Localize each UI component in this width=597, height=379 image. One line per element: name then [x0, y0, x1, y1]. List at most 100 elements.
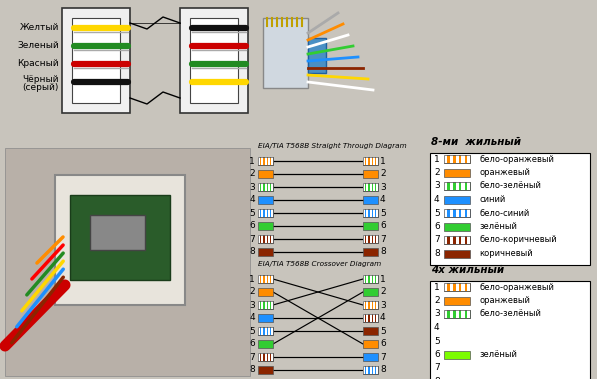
Bar [373, 366, 375, 374]
Bar [363, 288, 378, 296]
Bar [72, 18, 120, 103]
Bar [363, 209, 378, 217]
Text: Красный: Красный [17, 60, 59, 69]
Text: 1: 1 [380, 274, 386, 283]
Bar [258, 209, 273, 217]
Bar [363, 157, 378, 165]
Bar [444, 310, 470, 318]
Bar [258, 301, 260, 309]
Bar [376, 235, 378, 243]
Bar [5, 148, 250, 376]
Bar [373, 301, 375, 309]
Bar [367, 366, 368, 374]
Bar [370, 366, 371, 374]
Text: 5: 5 [380, 208, 386, 218]
Text: зелёный: зелёный [479, 222, 517, 231]
Bar [444, 310, 470, 318]
Bar [456, 236, 458, 244]
Bar [258, 209, 260, 217]
Text: 6: 6 [380, 221, 386, 230]
Bar [444, 209, 470, 217]
Bar [456, 283, 458, 291]
Bar [444, 196, 470, 204]
Bar [461, 209, 464, 217]
Text: 7: 7 [380, 235, 386, 243]
Bar [90, 215, 145, 250]
Bar [363, 157, 378, 165]
Text: 6: 6 [250, 221, 255, 230]
Bar [258, 353, 273, 361]
Text: 2: 2 [380, 288, 386, 296]
Bar [444, 283, 447, 291]
Bar [376, 301, 378, 309]
Text: бело-оранжевый: бело-оранжевый [479, 155, 554, 163]
Bar [444, 236, 470, 244]
Text: 3: 3 [380, 183, 386, 191]
Bar [263, 18, 308, 88]
Bar [258, 183, 260, 191]
Text: 8: 8 [380, 365, 386, 374]
Bar [258, 157, 273, 165]
Bar [444, 296, 470, 304]
Text: (серый): (серый) [23, 83, 59, 91]
Text: бело-синий: бело-синий [479, 208, 530, 218]
Bar [271, 183, 273, 191]
Bar [363, 183, 378, 191]
Bar [444, 351, 470, 359]
Bar [444, 310, 447, 318]
Bar [444, 209, 447, 217]
Bar [444, 283, 470, 291]
Text: 2: 2 [434, 168, 439, 177]
Text: 4: 4 [380, 313, 386, 323]
Bar [363, 366, 378, 374]
Text: EIA/TIA T568B Crossover Diagram: EIA/TIA T568B Crossover Diagram [258, 261, 381, 267]
Text: 3: 3 [250, 301, 255, 310]
Bar [258, 183, 273, 191]
Bar [363, 275, 378, 283]
Bar [264, 235, 266, 243]
Text: 1: 1 [250, 157, 255, 166]
Bar [261, 327, 263, 335]
Bar [55, 175, 185, 305]
Bar [367, 301, 368, 309]
Text: 2: 2 [380, 169, 386, 179]
Bar [363, 183, 365, 191]
Text: 4: 4 [434, 323, 439, 332]
Bar [264, 183, 266, 191]
Text: 3: 3 [380, 301, 386, 310]
Text: Желтый: Желтый [20, 23, 59, 33]
Bar [450, 236, 453, 244]
Bar [370, 314, 371, 322]
Bar [376, 183, 378, 191]
Bar [363, 353, 378, 361]
Bar [363, 366, 365, 374]
Bar [264, 327, 266, 335]
Bar [363, 340, 378, 348]
Bar [367, 314, 368, 322]
Bar [258, 327, 260, 335]
Bar [268, 353, 270, 361]
Text: 6: 6 [380, 340, 386, 349]
Bar [363, 314, 365, 322]
Bar [258, 235, 273, 243]
Bar [367, 209, 368, 217]
Bar [444, 155, 447, 163]
Bar [258, 275, 260, 283]
Text: 7: 7 [250, 235, 255, 243]
Bar [258, 327, 260, 335]
Bar [271, 235, 273, 243]
Bar [363, 235, 378, 243]
Bar [268, 157, 270, 165]
Bar [444, 209, 470, 217]
Text: 3: 3 [250, 183, 255, 191]
Bar [261, 301, 263, 309]
Bar [258, 353, 273, 361]
Bar [373, 235, 375, 243]
Text: оранжевый: оранжевый [479, 168, 530, 177]
Bar [444, 209, 447, 217]
Bar [367, 183, 368, 191]
Bar [268, 301, 270, 309]
Text: 1: 1 [250, 274, 255, 283]
Bar [258, 340, 273, 348]
Bar [258, 353, 260, 361]
